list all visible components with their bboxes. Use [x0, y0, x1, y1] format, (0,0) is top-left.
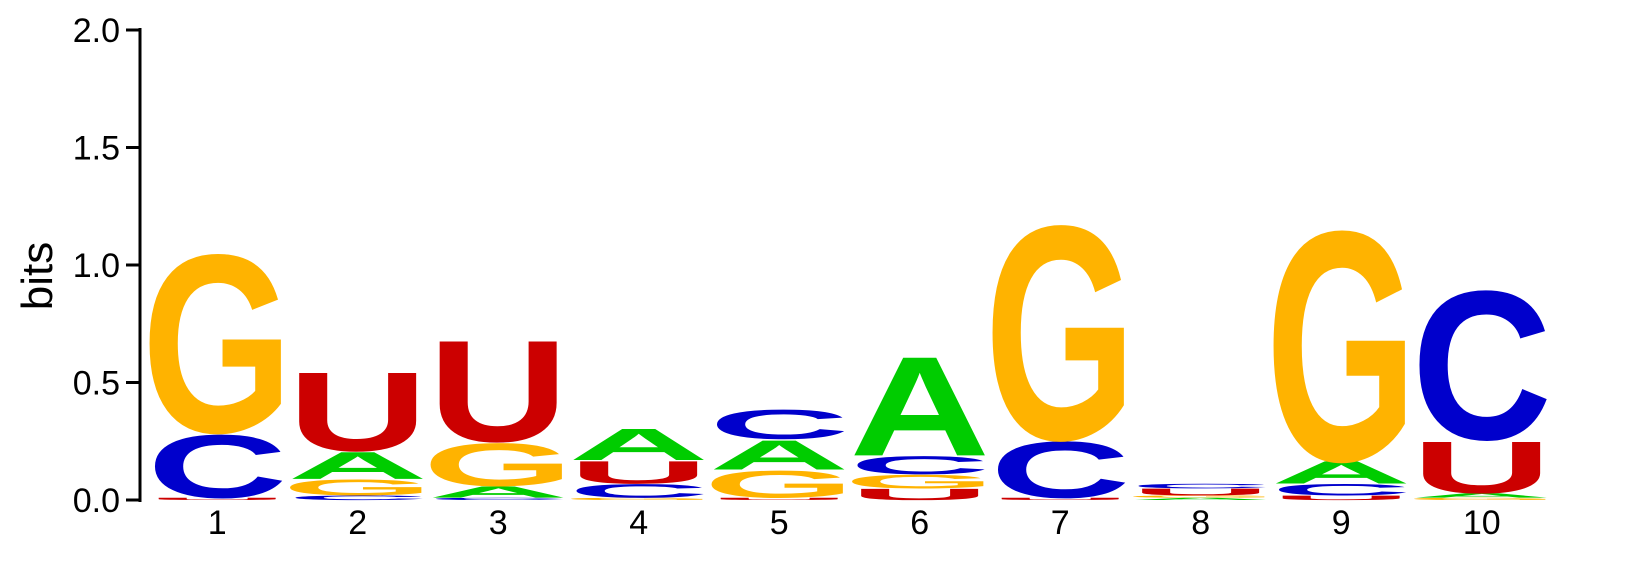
logo-letter-U: U	[990, 497, 1131, 501]
x-tick-label: 6	[910, 504, 929, 542]
x-tick-label: 3	[489, 504, 508, 542]
logo-letter-A: A	[849, 328, 990, 486]
logo-letter-G: G	[282, 475, 433, 500]
x-axis-labels: 1 2 3 4 5 6 7 8 9 10	[208, 504, 1501, 542]
y-axis: 0.0 0.5 1.0 1.5 2.0	[73, 12, 142, 520]
logo-letter-U: U	[849, 486, 990, 504]
y-tick-label: 1.5	[73, 130, 120, 168]
logo-letter-G: G	[985, 163, 1136, 504]
logo-letter-G: G	[1406, 497, 1557, 501]
y-tick-label: 2.0	[73, 12, 120, 50]
logo-letter-A: A	[709, 432, 850, 479]
logo-letter-U: U	[1411, 426, 1552, 509]
logo-letter-U: U	[1271, 494, 1412, 501]
logo-letter-U: U	[287, 349, 428, 475]
x-tick-label: 2	[348, 504, 367, 542]
logo-letter-U: U	[709, 497, 850, 501]
logo-letter-C: C	[428, 497, 569, 501]
logo-column: UCG	[142, 203, 293, 518]
logo-letter-G: G	[1125, 495, 1276, 499]
logo-letter-G: G	[1266, 163, 1417, 531]
logo-letter-G: G	[844, 471, 995, 493]
logo-letter-A: A	[1411, 492, 1552, 499]
logo-letter-A: A	[428, 483, 569, 501]
logo-letter-G: G	[704, 463, 855, 506]
logo-letter-U: U	[1130, 487, 1271, 498]
logo-letter-A: A	[1130, 497, 1271, 501]
logo-letter-A: A	[287, 444, 428, 487]
x-tick-label: 5	[770, 504, 789, 542]
logo-letter-U: U	[568, 454, 709, 490]
logo-letter-C: C	[709, 401, 850, 448]
logo-letter-C: C	[1130, 482, 1271, 489]
y-tick-label: 0.0	[73, 482, 120, 520]
logo-letter-G: G	[423, 430, 574, 499]
y-tick-label: 1.0	[73, 247, 120, 285]
x-tick-label: 8	[1191, 504, 1210, 542]
logo-letter-A: A	[568, 419, 709, 469]
x-tick-label: 7	[1051, 504, 1070, 542]
logo-letter-C: C	[1271, 481, 1412, 499]
logo-letter-A: A	[1271, 454, 1412, 490]
x-tick-label: 4	[629, 504, 648, 542]
logo-letter-C: C	[147, 417, 288, 518]
logo-column: UCG	[985, 163, 1136, 515]
y-axis-title: bits	[13, 242, 62, 310]
logo-letter-C: C	[990, 425, 1131, 515]
x-tick-label: 9	[1332, 504, 1351, 542]
logo-letter-C: C	[1411, 247, 1552, 485]
logo-letter-G: G	[142, 203, 293, 487]
logo-letter-C: C	[568, 480, 709, 502]
x-tick-label: 1	[208, 504, 227, 542]
x-tick-label: 10	[1463, 504, 1501, 542]
y-tick-label: 0.5	[73, 365, 120, 403]
logo-letter-C: C	[849, 451, 990, 480]
logo-letter-U: U	[428, 311, 569, 472]
logo-letter-C: C	[287, 494, 428, 501]
logo-letter-U: U	[147, 497, 288, 501]
logo-letter-G: G	[563, 497, 714, 501]
